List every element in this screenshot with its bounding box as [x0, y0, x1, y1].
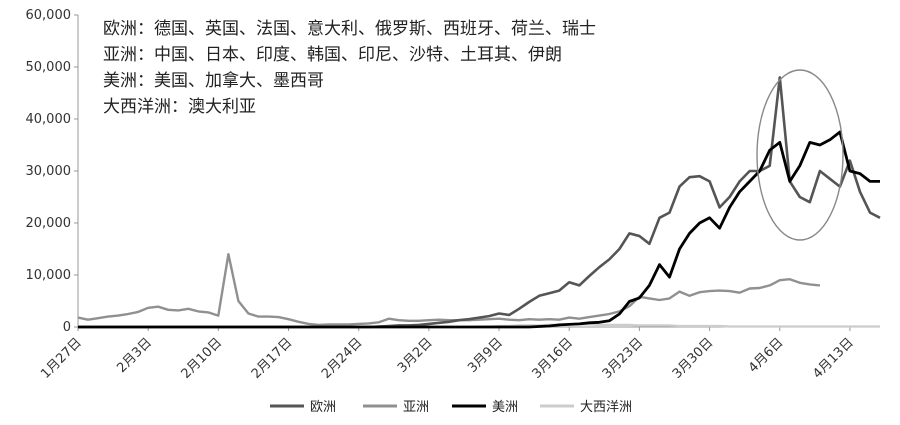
- y-tick-label: 40,000: [26, 112, 72, 127]
- series-line-2: [78, 130, 880, 329]
- legend-label-europe: 欧洲: [310, 400, 336, 415]
- legend-label-americas: 美洲: [492, 400, 518, 415]
- series-line-1: [77, 252, 821, 327]
- note-oceania: 大西洋洲：澳大利亚: [103, 97, 256, 117]
- x-tick-label: 4月13日: [810, 335, 857, 382]
- y-tick-label: 10,000: [26, 268, 72, 283]
- x-tick-label: 3月2日: [395, 335, 436, 376]
- x-tick-label: 2月24日: [319, 335, 366, 382]
- x-tick-label: 2月17日: [249, 335, 296, 382]
- region-notes: 欧洲：德国、英国、法国、意大利、俄罗斯、西班牙、荷兰、瑞士 亚洲：中国、日本、印…: [103, 19, 596, 117]
- y-tick-label: 30,000: [26, 164, 72, 179]
- legend-label-oceania: 大西洋洲: [580, 400, 632, 415]
- y-axis: 0 10,000 20,000 30,000 40,000 50,000 60,000: [26, 8, 79, 335]
- series-lines: [77, 76, 881, 329]
- x-tick-label: 2月10日: [179, 335, 226, 382]
- y-tick-label: 20,000: [26, 216, 72, 231]
- y-tick-label: 60,000: [26, 8, 72, 23]
- x-tick-label: 1月27日: [38, 335, 85, 382]
- note-asia: 亚洲：中国、日本、印度、韩国、印尼、沙特、土耳其、伊朗: [103, 45, 562, 65]
- y-tick-label: 50,000: [26, 60, 72, 75]
- note-europe: 欧洲：德国、英国、法国、意大利、俄罗斯、西班牙、荷兰、瑞士: [103, 19, 596, 39]
- note-americas: 美洲：美国、加拿大、墨西哥: [103, 70, 324, 91]
- highlight-ellipse: [756, 69, 844, 241]
- x-axis: 1月27日 2月3日 2月10日 2月17日 2月24日 3月2日 3月9日 3月16日 3月2…: [38, 326, 880, 382]
- legend-label-asia: 亚洲: [403, 400, 429, 415]
- x-tick-label: 3月23日: [600, 335, 647, 382]
- x-tick-label: 3月30日: [670, 335, 717, 382]
- y-tick-label: 0: [63, 320, 71, 335]
- x-tick-label: 2月3日: [114, 335, 155, 376]
- legend: 欧洲 亚洲 美洲 大西洋洲: [270, 400, 632, 415]
- x-tick-label: 3月16日: [530, 335, 577, 382]
- x-tick-label: 4月6日: [746, 335, 787, 376]
- x-tick-label: 3月9日: [465, 335, 506, 376]
